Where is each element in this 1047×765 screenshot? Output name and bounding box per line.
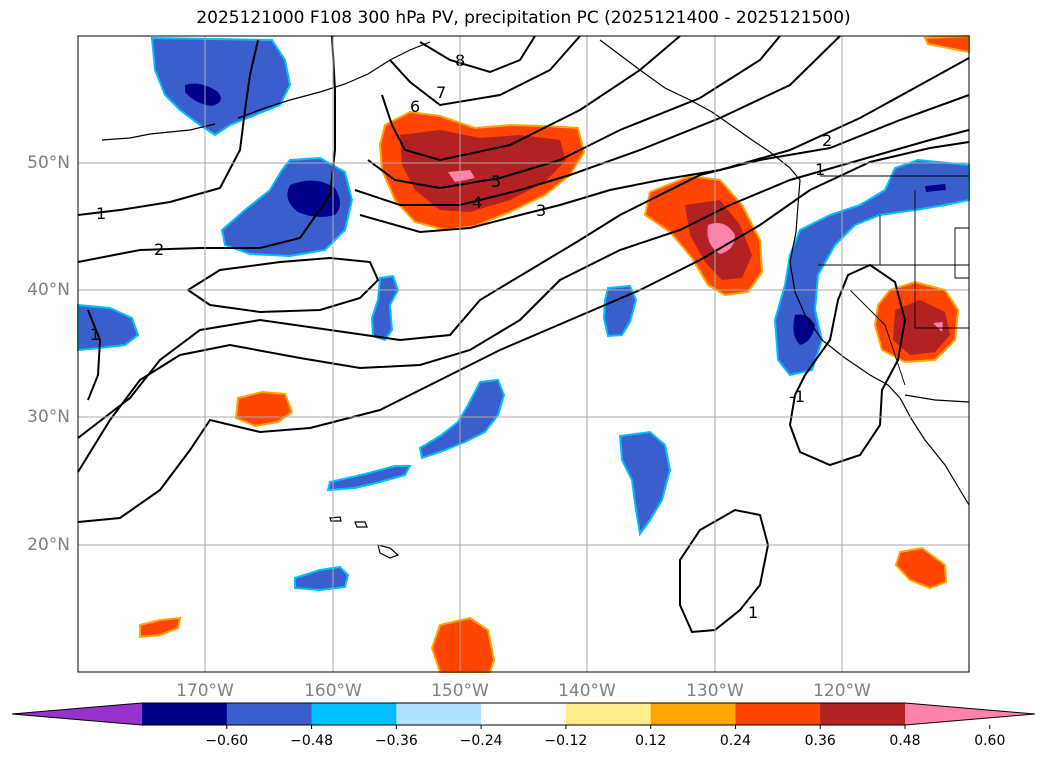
lon-label: 140°W	[558, 681, 616, 701]
colorbar-segment	[481, 703, 567, 725]
colorbar-tick-label: 0.60	[974, 733, 1005, 749]
north-america-coast	[599, 39, 970, 506]
colorbar-segment	[226, 703, 313, 725]
latitude-labels: 20°N 30°N 40°N 50°N	[27, 153, 70, 555]
plot-frame	[77, 35, 970, 673]
colorbar-segment	[142, 703, 228, 725]
california-nevada-border	[849, 289, 906, 386]
colorbar-tick-label: 0.12	[635, 733, 666, 749]
precip-pos-region	[430, 616, 496, 673]
contour-label: 1	[748, 603, 758, 622]
contour-label: -1	[789, 387, 805, 406]
precip-pos-peak	[448, 170, 475, 182]
pv-contour-7	[389, 35, 581, 107]
pv-contour-3-north	[359, 57, 970, 234]
precip-neg-core	[287, 180, 340, 217]
colorbar-tick-label: 0.36	[805, 733, 836, 749]
colorbar-tick-label: 0.24	[720, 733, 751, 749]
mexico-border-coast	[904, 394, 970, 403]
pv-contour-closed	[186, 256, 380, 314]
colorbar-segment	[735, 703, 821, 725]
precip-neg-core	[185, 83, 221, 106]
precip-pos-peak	[933, 322, 943, 332]
pv-contours	[77, 35, 970, 634]
precip-neg-region	[773, 158, 970, 377]
hawaii-island	[377, 544, 400, 559]
precip-pos-inner	[893, 300, 950, 355]
pv-contour-neg1	[788, 263, 907, 467]
contour-label: 4	[472, 193, 482, 212]
alaska-peninsula-coast	[237, 41, 431, 119]
colorbar-segment	[565, 703, 652, 725]
precip-pos-inner	[400, 130, 566, 212]
precip-pos-peak	[707, 222, 735, 254]
colorbar-tick-label: −0.24	[460, 733, 503, 749]
colorbar-extend-high	[905, 703, 1035, 725]
colorbar-tick-label: −0.12	[544, 733, 587, 749]
precip-pos-region	[894, 546, 948, 590]
pv-contour-4	[354, 35, 841, 206]
precip-neg-region	[618, 430, 672, 537]
coastlines	[101, 39, 970, 559]
state-border	[914, 190, 969, 329]
precip-neg-region	[150, 36, 292, 137]
aleutian-islands	[101, 123, 216, 141]
colorbar-extend-low	[12, 703, 142, 725]
precip-neg-region	[418, 378, 506, 460]
contour-label: 5	[491, 172, 501, 191]
gridlines	[78, 36, 969, 672]
colorbar: −0.60 −0.48 −0.36 −0.24 −0.12 0.12 0.24 0.36 0.4…	[11, 702, 1036, 749]
lon-label: 130°W	[686, 681, 744, 701]
precip-neg-region	[77, 303, 140, 352]
hawaii-maui	[354, 521, 368, 528]
precip-neg-region	[326, 465, 412, 492]
lon-label: 150°W	[431, 681, 489, 701]
lon-label: 170°W	[176, 681, 234, 701]
precip-neg-core	[925, 184, 946, 192]
contour-label: 6	[410, 97, 420, 116]
colorbar-segment	[820, 703, 906, 725]
pv-contour-1-south	[77, 141, 970, 523]
pv-contour-3	[77, 94, 970, 439]
contour-label: 7	[436, 83, 446, 102]
pv-contour-6	[381, 35, 681, 162]
chart-title: 2025121000 F108 300 hPa PV, precipitatio…	[196, 8, 851, 28]
colorbar-tick-label: 0.48	[889, 733, 920, 749]
lon-label: 160°W	[304, 681, 362, 701]
colorbar-tick-label: −0.36	[375, 733, 418, 749]
pv-contour-3-edge	[87, 309, 102, 401]
lat-label: 20°N	[27, 535, 70, 555]
lon-label: 120°W	[813, 681, 871, 701]
precip-neg-region	[294, 565, 350, 592]
colorbar-segment	[396, 703, 482, 725]
pv-contour-2-west	[77, 35, 336, 263]
precipitation-shading	[77, 34, 970, 673]
colorbar-tick-label: −0.60	[205, 733, 248, 749]
pv-contour-2-south	[77, 129, 970, 473]
precip-pos-region	[139, 616, 182, 639]
pv-contour-5	[367, 35, 781, 190]
colorbar-outline	[11, 702, 1036, 726]
colorbar-segment	[650, 703, 736, 725]
lat-label: 30°N	[27, 407, 70, 427]
colorbar-segment	[311, 703, 397, 725]
political-borders	[818, 175, 970, 386]
pv-contour-8	[419, 35, 536, 74]
lat-label: 50°N	[27, 153, 70, 173]
precip-neg-region	[370, 274, 400, 342]
contour-label: 1	[90, 325, 100, 344]
contour-label: 1	[815, 160, 825, 179]
pv-contour-1-loop	[679, 508, 770, 634]
hawaii-oahu	[329, 516, 342, 522]
colorbar-tick-label: −0.48	[290, 733, 333, 749]
contour-label: 2	[154, 240, 164, 259]
longitude-labels: 170°W 160°W 150°W 140°W 130°W 120°W	[176, 681, 871, 701]
contour-label: 3	[536, 201, 546, 220]
pv-contour-1-west	[77, 39, 259, 216]
contour-label: 2	[822, 131, 832, 150]
lat-label: 40°N	[27, 280, 70, 300]
contour-label: 1	[96, 204, 106, 223]
